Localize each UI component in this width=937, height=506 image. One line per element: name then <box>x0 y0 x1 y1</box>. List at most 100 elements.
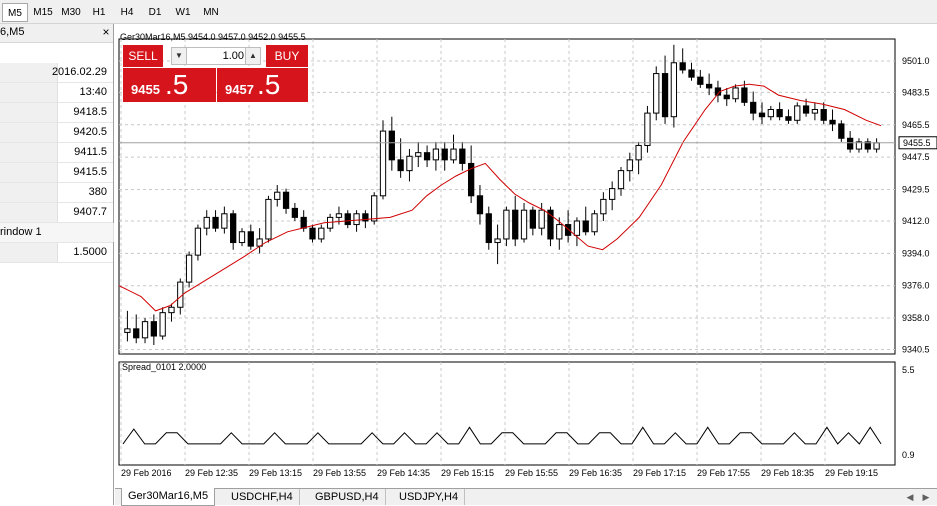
data-window-row-volume: 380 <box>0 183 113 203</box>
x-tick-label: 29 Feb 13:15 <box>249 468 302 478</box>
candle-body <box>124 328 131 333</box>
chart-tabs-bar: Ger30Mar16,M5 USDCHF,H4 GBPUSD,H4 USDJPY… <box>115 488 937 506</box>
x-tick-label: 29 Feb 2016 <box>121 468 172 478</box>
scroll-left-icon[interactable]: ◀ <box>906 492 914 502</box>
chevron-down-icon[interactable]: ▼ <box>172 48 187 64</box>
candle-body <box>282 191 290 209</box>
candle-body <box>820 109 827 121</box>
candle-body <box>406 155 413 172</box>
sell-price-major: 9455 <box>131 82 160 97</box>
candle-body <box>371 195 378 222</box>
data-window-row-high: 9420.5 <box>0 123 113 143</box>
timeframe-w1-button[interactable]: W1 <box>175 7 191 18</box>
timeframe-m15-button[interactable]: M15 <box>33 7 53 18</box>
candle-body <box>556 224 563 240</box>
candle-body <box>476 195 484 215</box>
indicator-label: Spread_0101 2.0000 <box>122 362 207 372</box>
candle-body <box>864 141 871 150</box>
candle-body <box>688 69 695 78</box>
candle-body <box>353 213 360 226</box>
candle-body <box>512 209 519 240</box>
candle-body <box>617 170 625 190</box>
y-tick-label: 9376.0 <box>902 281 930 291</box>
tab-usdjpy[interactable]: USDJPY,H4 <box>393 489 466 505</box>
price-chart[interactable]: 9501.0 9483.5 9465.5 9447.5 9429.5 9412.0 9394… <box>115 24 937 488</box>
timeframe-h4-button[interactable]: H4 <box>120 7 134 18</box>
data-window-value: 1.5000 <box>73 246 107 258</box>
data-window-value: 9420.5 <box>73 126 107 138</box>
x-tick-label: 29 Feb 17:15 <box>633 468 686 478</box>
candle-body <box>661 73 669 118</box>
candle-body <box>855 141 863 150</box>
candle-body <box>318 227 325 240</box>
current-price-tag <box>898 136 937 150</box>
tab-ger30[interactable]: Ger30Mar16,M5 <box>121 488 216 506</box>
candle-body <box>582 220 589 233</box>
tab-gbpusd[interactable]: GBPUSD,H4 <box>309 489 386 505</box>
candle-body <box>194 227 202 256</box>
candle-body <box>159 312 166 337</box>
lot-size-stepper[interactable]: ▼ 1.00 ▲ <box>171 47 261 65</box>
data-window-value: 9411.5 <box>74 146 107 158</box>
candle-body <box>705 83 713 89</box>
data-window-title: 6,M5 <box>0 26 25 38</box>
timeframe-m5-button[interactable]: M5 <box>2 3 28 22</box>
candle-body <box>635 144 642 161</box>
candle-body <box>432 148 440 161</box>
candle-body <box>309 227 316 240</box>
candle-body <box>459 148 466 164</box>
data-window-value: 2016.02.29 <box>51 66 107 78</box>
candle-body <box>203 216 210 229</box>
x-tick-label: 29 Feb 12:35 <box>185 468 238 478</box>
timeframe-d1-button[interactable]: D1 <box>148 7 162 18</box>
scroll-right-icon[interactable]: ▶ <box>922 492 930 502</box>
candle-body <box>794 105 801 121</box>
y-tick-label: 9394.0 <box>902 248 930 258</box>
buy-price-button[interactable]: 9457 .5 <box>217 68 308 102</box>
chevron-up-icon[interactable]: ▲ <box>245 48 260 64</box>
timeframe-h1-button[interactable]: H1 <box>92 7 106 18</box>
y-tick-label: 9501.0 <box>902 56 930 66</box>
candle-body <box>468 162 475 197</box>
chart-symbol-header: Ger30Mar16,M5 9454.0 9457.0 9452.0 9455.… <box>120 32 306 42</box>
y-tick-label: 9412.0 <box>902 216 930 226</box>
timeframe-m30-button[interactable]: M30 <box>61 7 81 18</box>
y-tick-label: 9483.5 <box>902 87 930 97</box>
data-window-value: 9407.7 <box>73 206 107 218</box>
close-icon[interactable]: × <box>102 25 110 39</box>
candle-body <box>644 112 651 146</box>
sell-button[interactable]: SELL <box>123 45 163 67</box>
buy-price-minor: .5 <box>257 69 281 100</box>
timeframe-mn-button[interactable]: MN <box>203 7 219 18</box>
tab-usdchf[interactable]: USDCHF,H4 <box>225 489 300 505</box>
y-tick-label: 9340.5 <box>902 345 930 355</box>
x-tick-label: 29 Feb 18:35 <box>761 468 814 478</box>
candle-body <box>679 62 686 71</box>
candle-body <box>741 87 748 103</box>
x-tick-label: 29 Feb 14:35 <box>377 468 430 478</box>
data-window-header: 6,M5 × <box>0 24 113 43</box>
candle-body <box>538 209 545 229</box>
candle-body <box>750 101 757 114</box>
candle-body <box>785 116 792 121</box>
buy-button[interactable]: BUY <box>266 45 308 67</box>
x-tick-label: 29 Feb 19:15 <box>825 468 878 478</box>
spread-line <box>122 426 882 445</box>
lot-size-input[interactable]: 1.00 <box>222 50 244 62</box>
data-window-row-ma: 9407.7 <box>0 203 113 223</box>
data-window-value: 9415.5 <box>73 166 107 178</box>
candle-body <box>230 213 237 244</box>
candle-body <box>547 209 554 240</box>
sell-price-button[interactable]: 9455 .5 <box>123 68 216 102</box>
candle-body <box>133 328 140 339</box>
candle-body <box>265 198 272 240</box>
candle-body <box>697 76 704 85</box>
candle-body <box>379 130 387 197</box>
x-tick-label: 29 Feb 15:55 <box>505 468 558 478</box>
spread-y-tick-label: 5.5 <box>902 365 915 375</box>
main-panel-frame <box>118 38 896 355</box>
candle-body <box>600 198 607 215</box>
candle-body <box>362 213 369 222</box>
y-tick-label: 9447.5 <box>902 152 930 162</box>
one-click-trading-panel: SELL ▼ 1.00 ▲ BUY 9455 .5 9457 .5 <box>121 45 309 103</box>
